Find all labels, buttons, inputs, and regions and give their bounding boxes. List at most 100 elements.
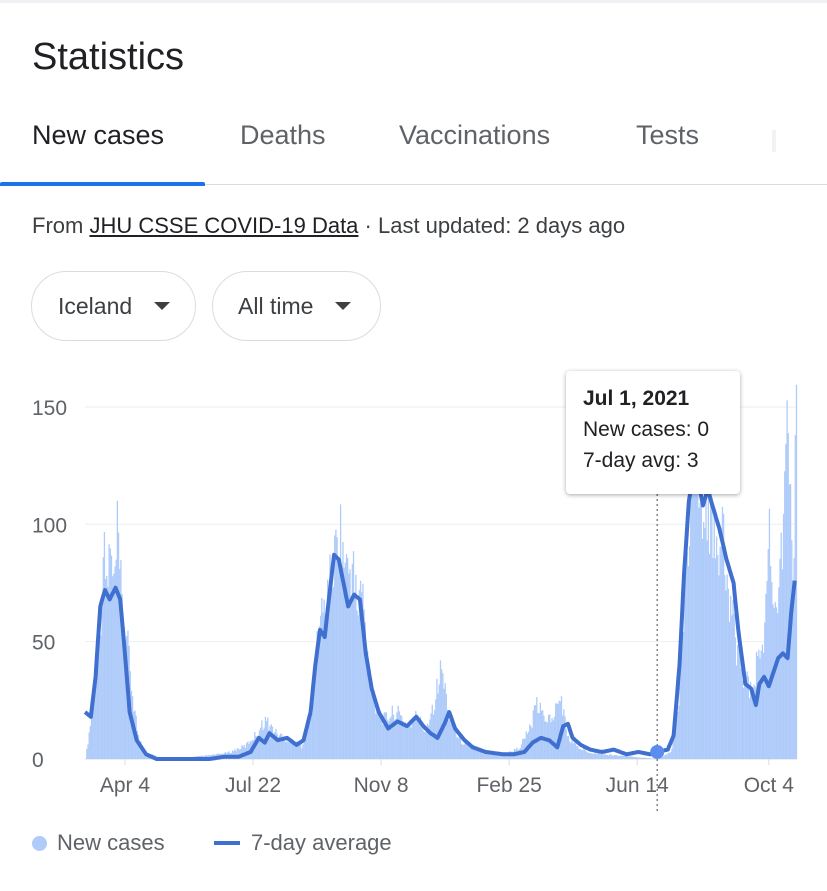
case-bar [302, 744, 304, 759]
tab-tests[interactable]: Tests [636, 120, 700, 150]
case-bar [399, 714, 402, 759]
case-bar [606, 754, 608, 759]
case-bar [687, 566, 690, 759]
case-bar [416, 718, 418, 759]
case-bar [336, 537, 338, 759]
source-link[interactable]: JHU CSSE COVID-19 Data [89, 213, 359, 238]
case-bar [661, 756, 664, 759]
case-bar [301, 748, 303, 759]
case-bar [297, 744, 299, 759]
case-bar [578, 748, 580, 759]
case-bar [428, 725, 430, 759]
case-bar [322, 612, 324, 759]
case-bar [549, 714, 551, 759]
case-bar [585, 751, 587, 759]
case-bar [592, 753, 594, 759]
case-bar [745, 676, 747, 759]
case-bar [497, 753, 499, 759]
case-bar [496, 753, 498, 759]
case-bar [699, 503, 701, 759]
case-bar [257, 735, 260, 759]
case-bar [103, 532, 106, 759]
hover-tooltip: Jul 1, 2021 New cases: 0 7-day avg: 3 [566, 371, 740, 494]
case-bar [666, 754, 668, 759]
case-bar [391, 705, 393, 759]
case-bar [274, 732, 276, 759]
case-bar [106, 575, 108, 759]
case-bar [574, 743, 577, 759]
case-bar [314, 670, 316, 759]
case-bar [667, 752, 670, 759]
case-bar [566, 736, 569, 759]
case-bar [690, 488, 692, 759]
case-bar [590, 753, 592, 759]
case-bar [243, 744, 245, 759]
case-bar [624, 755, 626, 759]
case-bar [764, 622, 766, 759]
case-bar [681, 630, 684, 759]
case-bar [114, 566, 116, 759]
case-bar [272, 734, 275, 759]
case-bar [311, 713, 314, 759]
case-bar [705, 458, 707, 759]
case-bar [700, 487, 702, 759]
case-bar [754, 686, 757, 759]
cases-chart[interactable]: 0 50 100 150 Apr 4 Jul 22 Nov 8 Feb 25 Jun 14 Oct… [0, 360, 827, 820]
case-bar [663, 756, 665, 759]
case-bar [573, 741, 576, 759]
case-bar [109, 548, 111, 759]
case-bar [110, 555, 113, 759]
case-bar [365, 647, 368, 759]
case-bar [650, 758, 652, 759]
case-bar [556, 703, 558, 759]
case-bar [722, 513, 725, 759]
case-bar [643, 757, 645, 759]
case-bar [364, 622, 366, 759]
tab-new-cases[interactable]: New cases [32, 120, 165, 150]
case-bar [479, 749, 482, 759]
case-bar [552, 720, 554, 759]
case-bar [294, 745, 296, 759]
case-bar [547, 714, 550, 759]
case-bar [317, 645, 319, 759]
case-bar [323, 599, 325, 759]
case-bar [525, 731, 527, 759]
case-bar [108, 544, 110, 759]
case-bar [357, 615, 359, 759]
case-bar [412, 716, 415, 759]
tab-vaccinations[interactable]: Vaccinations [399, 120, 551, 150]
case-bar [120, 559, 122, 759]
case-bar [372, 690, 375, 759]
chart-overlay [650, 494, 665, 812]
time-range-dropdown[interactable]: All time [212, 271, 381, 341]
case-bar [296, 741, 298, 759]
case-bar [787, 433, 789, 759]
case-bar [415, 711, 417, 759]
case-bar [644, 757, 646, 759]
last-updated: · Last updated: 2 days ago [358, 213, 626, 238]
case-bar [793, 558, 795, 759]
case-bar [637, 757, 639, 759]
case-bar [291, 739, 294, 759]
case-bar [208, 754, 210, 759]
case-bar [781, 569, 784, 759]
case-bar [711, 497, 713, 759]
case-bar [773, 608, 775, 759]
case-bar [576, 745, 578, 759]
case-bar [673, 734, 675, 759]
case-bar [703, 521, 705, 759]
case-bar [484, 752, 486, 759]
tab-bar: New cases Deaths Vaccinations Tests [0, 100, 827, 186]
case-bar [775, 607, 778, 759]
location-dropdown[interactable]: Iceland [31, 271, 196, 341]
case-bar [563, 709, 565, 759]
case-bar [348, 573, 350, 759]
case-bar [283, 736, 285, 759]
case-bar [695, 489, 698, 759]
case-bar [307, 718, 309, 759]
case-bar [744, 669, 746, 759]
case-bar [236, 748, 238, 759]
case-bar [791, 540, 793, 759]
case-bar [672, 741, 674, 759]
tab-deaths[interactable]: Deaths [240, 120, 326, 150]
